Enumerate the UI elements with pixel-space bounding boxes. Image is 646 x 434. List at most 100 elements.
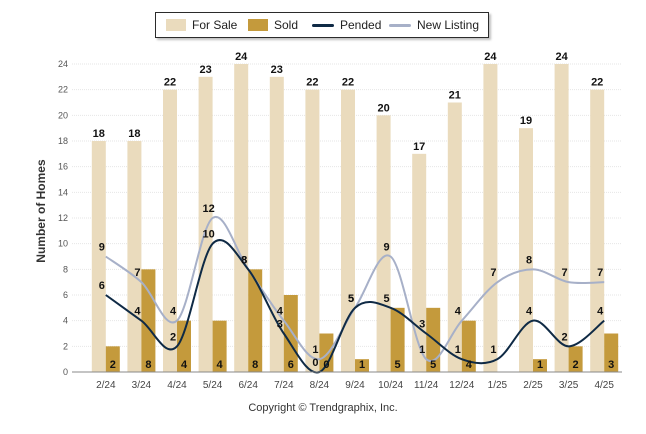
label-for-sale: 20 bbox=[377, 102, 389, 114]
bar-sold bbox=[283, 295, 298, 372]
x-tick-label: 4/25 bbox=[594, 380, 614, 391]
bar-for-sale bbox=[198, 76, 213, 372]
label-sold: 4 bbox=[217, 359, 224, 371]
label-new-listing: 9 bbox=[99, 242, 105, 254]
label-for-sale: 22 bbox=[342, 77, 354, 89]
label-new-listing: 1 bbox=[312, 344, 318, 356]
label-pended: 3 bbox=[419, 319, 425, 331]
label-new-listing: 8 bbox=[241, 254, 247, 266]
y-axis-title: Number of Homes bbox=[34, 159, 48, 263]
legend-label-pended: Pended bbox=[340, 18, 382, 32]
legend-swatch-new-listing bbox=[389, 23, 411, 27]
label-for-sale: 22 bbox=[164, 77, 176, 89]
copyright-text: Copyright © Trendgraphix, Inc. bbox=[248, 402, 398, 414]
label-sold: 6 bbox=[288, 359, 294, 371]
bar-sold bbox=[533, 359, 547, 372]
label-pended: 4 bbox=[597, 306, 604, 318]
legend-label-for-sale: For Sale bbox=[192, 18, 238, 32]
y-tick-label: 2 bbox=[63, 341, 68, 351]
bar-sold bbox=[319, 333, 334, 372]
bar-sold bbox=[141, 269, 156, 372]
legend-item-pended[interactable]: Pended bbox=[312, 13, 381, 37]
label-new-listing: 7 bbox=[562, 267, 568, 279]
bar-for-sale bbox=[590, 89, 605, 373]
label-for-sale: 18 bbox=[128, 128, 140, 140]
label-new-listing: 7 bbox=[134, 267, 140, 279]
x-tick-label: 7/24 bbox=[274, 380, 294, 391]
label-new-listing: 7 bbox=[490, 267, 496, 279]
label-new-listing: 9 bbox=[384, 242, 390, 254]
label-for-sale: 24 bbox=[235, 51, 248, 63]
label-for-sale: 22 bbox=[306, 77, 318, 89]
legend-swatch-for-sale bbox=[166, 19, 186, 31]
legend: For Sale Sold Pended New Listing bbox=[155, 12, 489, 38]
bar-sold bbox=[355, 359, 369, 372]
legend-item-new-listing[interactable]: New Listing bbox=[389, 13, 479, 37]
label-sold: 5 bbox=[430, 359, 436, 371]
bar-for-sale bbox=[127, 141, 142, 372]
y-tick-label: 10 bbox=[58, 239, 68, 249]
y-tick-label: 6 bbox=[63, 290, 68, 300]
label-new-listing: 4 bbox=[455, 306, 462, 318]
x-tick-label: 9/24 bbox=[345, 380, 365, 391]
bar-for-sale bbox=[376, 115, 391, 372]
y-tick-label: 16 bbox=[58, 162, 68, 172]
label-sold: 4 bbox=[181, 359, 188, 371]
bar-sold bbox=[105, 346, 120, 372]
x-tick-label: 3/24 bbox=[132, 380, 152, 391]
label-for-sale: 24 bbox=[555, 51, 568, 63]
label-pended: 4 bbox=[526, 306, 533, 318]
label-pended: 3 bbox=[277, 319, 283, 331]
legend-swatch-pended bbox=[312, 23, 334, 27]
bar-for-sale bbox=[483, 64, 498, 372]
bar-sold bbox=[248, 269, 263, 372]
y-tick-label: 14 bbox=[58, 187, 68, 197]
label-for-sale: 17 bbox=[413, 141, 425, 153]
label-pended: 1 bbox=[490, 344, 496, 356]
label-for-sale: 22 bbox=[591, 77, 603, 89]
x-tick-label: 2/24 bbox=[96, 380, 116, 391]
label-new-listing: 4 bbox=[170, 306, 177, 318]
label-sold: 0 bbox=[323, 359, 329, 371]
label-for-sale: 23 bbox=[271, 64, 283, 76]
bar-for-sale bbox=[554, 64, 569, 372]
label-pended: 10 bbox=[202, 229, 214, 241]
label-pended: 8 bbox=[241, 254, 247, 266]
y-tick-label: 12 bbox=[58, 213, 68, 223]
bar-sold bbox=[390, 307, 405, 372]
bar-sold bbox=[568, 346, 583, 372]
label-sold: 1 bbox=[537, 359, 543, 371]
y-tick-label: 8 bbox=[63, 264, 68, 274]
label-new-listing: 12 bbox=[202, 203, 214, 215]
bar-for-sale bbox=[269, 76, 284, 372]
bar-for-sale bbox=[519, 128, 533, 372]
x-tick-label: 11/24 bbox=[414, 380, 439, 391]
label-pended: 5 bbox=[348, 293, 354, 305]
bar-sold bbox=[177, 320, 191, 372]
label-for-sale: 19 bbox=[520, 115, 532, 127]
legend-item-for-sale[interactable]: For Sale bbox=[166, 13, 237, 37]
bar-for-sale bbox=[305, 89, 320, 373]
bar-sold bbox=[212, 320, 227, 372]
label-new-listing: 5 bbox=[348, 293, 354, 305]
label-sold: 8 bbox=[145, 359, 151, 371]
series-line-pended bbox=[105, 239, 605, 374]
line-layer bbox=[105, 215, 605, 374]
legend-label-sold: Sold bbox=[274, 18, 299, 32]
label-sold: 4 bbox=[466, 359, 473, 371]
y-tick-label: 22 bbox=[58, 85, 68, 95]
label-pended: 6 bbox=[99, 280, 105, 292]
bar-for-sale bbox=[341, 89, 355, 373]
label-new-listing: 8 bbox=[526, 254, 532, 266]
y-tick-label: 4 bbox=[63, 316, 68, 326]
bar-for-sale bbox=[163, 89, 177, 373]
x-tick-label: 1/25 bbox=[488, 380, 508, 391]
x-tick-label: 8/24 bbox=[310, 380, 330, 391]
x-tick-label: 6/24 bbox=[238, 380, 258, 391]
bar-for-sale bbox=[447, 102, 462, 372]
legend-item-sold[interactable]: Sold bbox=[248, 13, 298, 37]
x-tick-label: 4/24 bbox=[167, 380, 187, 391]
x-tick-label: 5/24 bbox=[203, 380, 223, 391]
